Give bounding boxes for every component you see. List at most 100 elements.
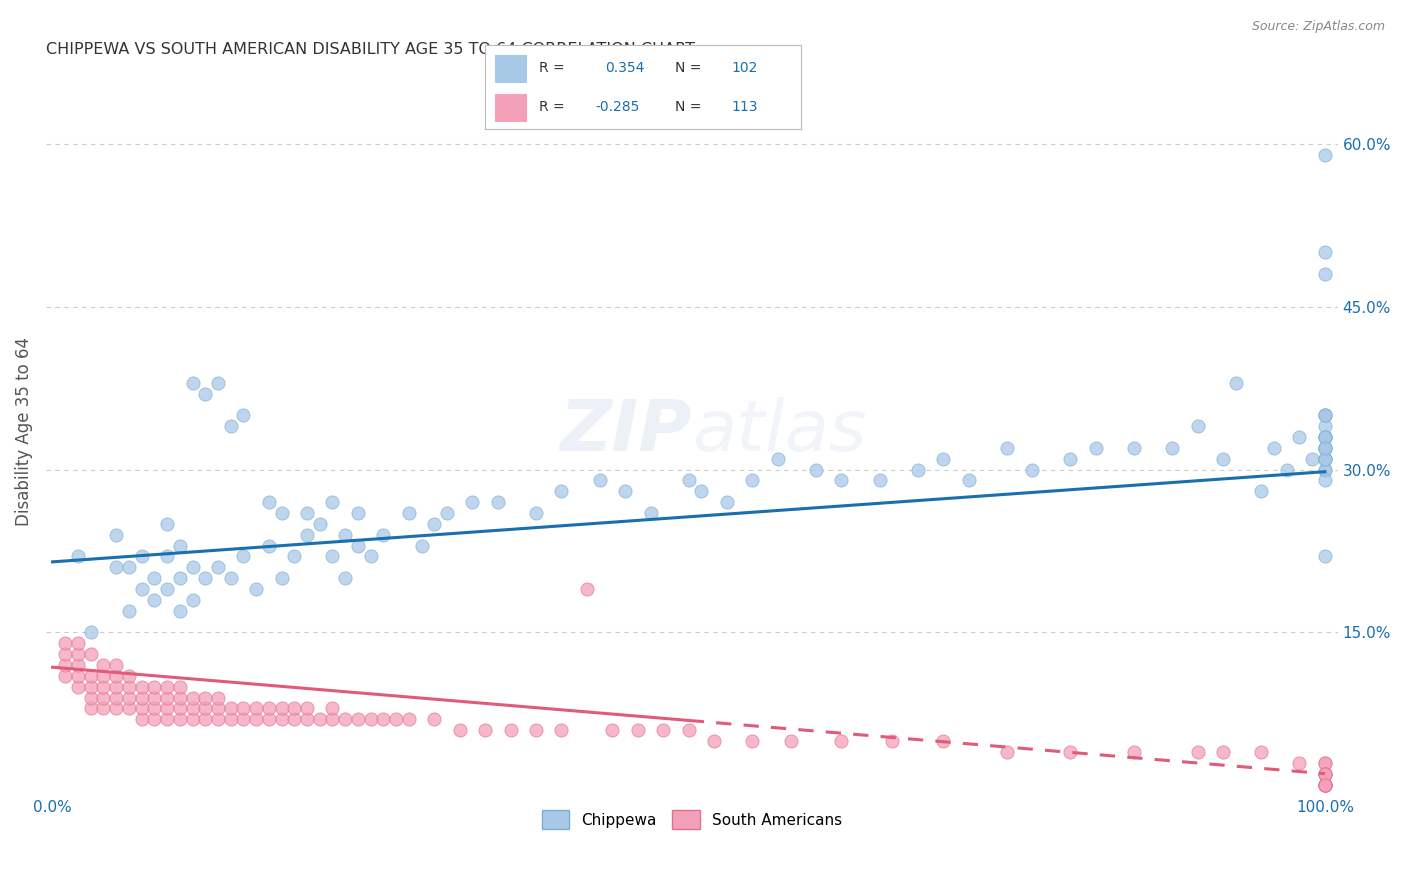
- Point: [53, 636, 76, 650]
- Point: [295, 527, 318, 541]
- Point: [181, 593, 204, 607]
- Point: [932, 734, 955, 748]
- Point: [1313, 778, 1336, 792]
- Text: 0.354: 0.354: [605, 62, 645, 75]
- Point: [1313, 451, 1336, 466]
- Point: [1313, 766, 1336, 780]
- Point: [1313, 756, 1336, 770]
- Point: [232, 701, 254, 715]
- Point: [66, 647, 89, 661]
- Point: [589, 474, 612, 488]
- Point: [105, 658, 128, 673]
- Point: [830, 734, 852, 748]
- Point: [232, 409, 254, 423]
- Point: [1313, 147, 1336, 161]
- Text: -0.285: -0.285: [596, 100, 640, 114]
- Point: [1313, 451, 1336, 466]
- Point: [347, 539, 370, 553]
- Text: atlas: atlas: [692, 397, 866, 466]
- Point: [194, 690, 217, 705]
- Point: [474, 723, 496, 738]
- Text: ZIP: ZIP: [560, 397, 692, 466]
- Point: [1313, 441, 1336, 455]
- Point: [1313, 430, 1336, 444]
- Point: [131, 582, 153, 596]
- Point: [105, 680, 128, 694]
- Point: [66, 549, 89, 564]
- Point: [169, 690, 191, 705]
- Point: [1313, 267, 1336, 281]
- Point: [283, 701, 305, 715]
- Point: [181, 560, 204, 574]
- Point: [499, 723, 522, 738]
- Point: [423, 516, 446, 531]
- Point: [245, 582, 267, 596]
- Point: [194, 386, 217, 401]
- Text: Source: ZipAtlas.com: Source: ZipAtlas.com: [1251, 20, 1385, 33]
- Point: [335, 571, 357, 585]
- Point: [270, 506, 292, 520]
- Point: [156, 680, 179, 694]
- Point: [156, 701, 179, 715]
- Text: 113: 113: [731, 100, 758, 114]
- Point: [411, 539, 433, 553]
- Point: [321, 549, 343, 564]
- Point: [1313, 419, 1336, 434]
- Point: [105, 669, 128, 683]
- Point: [678, 723, 700, 738]
- Point: [932, 451, 955, 466]
- Point: [703, 734, 725, 748]
- Point: [93, 669, 115, 683]
- Point: [882, 734, 904, 748]
- Point: [232, 712, 254, 726]
- Point: [1313, 441, 1336, 455]
- Point: [1313, 766, 1336, 780]
- Point: [118, 701, 141, 715]
- Point: [741, 474, 763, 488]
- Point: [1313, 409, 1336, 423]
- Point: [143, 593, 166, 607]
- Point: [105, 527, 128, 541]
- Point: [652, 723, 675, 738]
- Point: [321, 701, 343, 715]
- Point: [957, 474, 980, 488]
- Point: [1059, 451, 1081, 466]
- Point: [257, 539, 280, 553]
- Point: [423, 712, 446, 726]
- Point: [295, 712, 318, 726]
- Point: [602, 723, 624, 738]
- Point: [93, 658, 115, 673]
- Point: [118, 680, 141, 694]
- Point: [1313, 778, 1336, 792]
- Y-axis label: Disability Age 35 to 64: Disability Age 35 to 64: [15, 337, 32, 526]
- Point: [219, 419, 242, 434]
- Point: [80, 701, 103, 715]
- Point: [1123, 745, 1146, 759]
- Point: [995, 745, 1018, 759]
- Point: [308, 516, 330, 531]
- Point: [1313, 409, 1336, 423]
- Point: [80, 690, 103, 705]
- Point: [1288, 756, 1310, 770]
- Point: [143, 712, 166, 726]
- Point: [181, 376, 204, 390]
- Point: [53, 669, 76, 683]
- Point: [80, 680, 103, 694]
- Point: [1313, 409, 1336, 423]
- Point: [245, 712, 267, 726]
- Point: [907, 462, 929, 476]
- Point: [1187, 745, 1209, 759]
- Point: [524, 723, 547, 738]
- Point: [1313, 766, 1336, 780]
- Point: [1250, 745, 1272, 759]
- Point: [1313, 462, 1336, 476]
- Point: [1313, 462, 1336, 476]
- Point: [1161, 441, 1184, 455]
- Point: [66, 658, 89, 673]
- Point: [194, 712, 217, 726]
- Point: [257, 495, 280, 509]
- Point: [283, 549, 305, 564]
- Point: [93, 701, 115, 715]
- Point: [1313, 778, 1336, 792]
- Point: [640, 506, 662, 520]
